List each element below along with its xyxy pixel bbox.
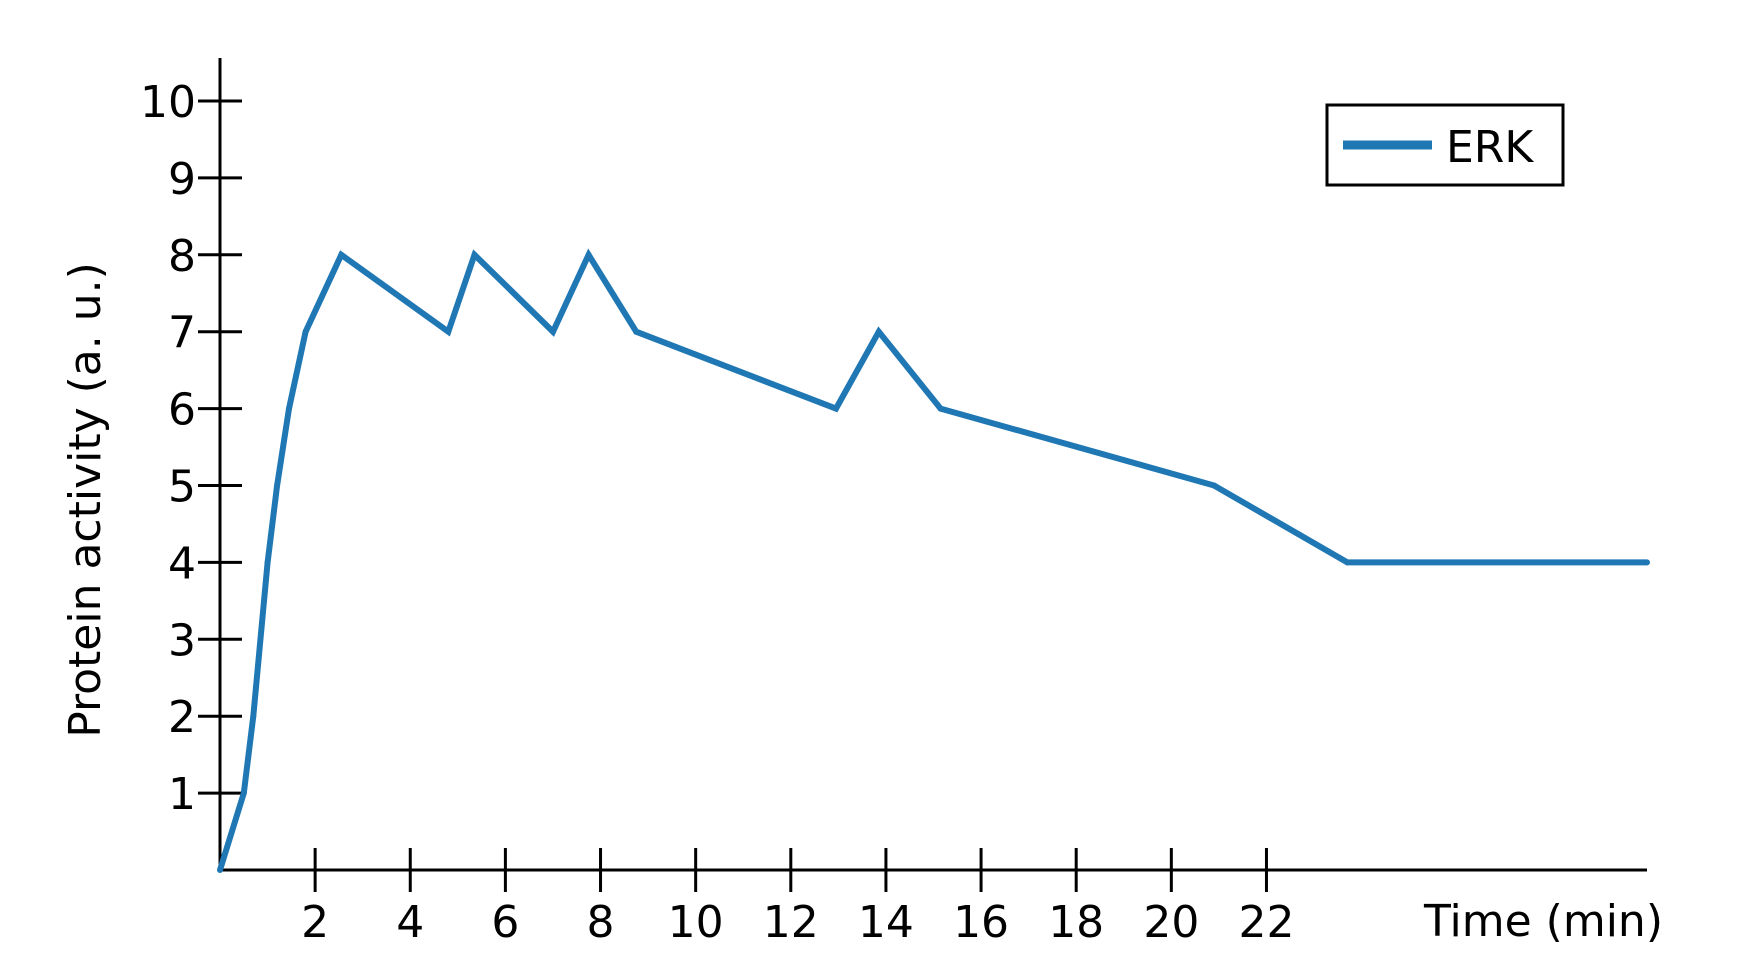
y-tick-label-6: 6 xyxy=(168,385,196,436)
x-tick-label-6: 6 xyxy=(491,897,519,948)
y-tick-label-7: 7 xyxy=(168,308,196,359)
x-tick-label-8: 8 xyxy=(587,897,615,948)
series-layer xyxy=(217,248,1650,873)
x-tick-label-16: 16 xyxy=(953,897,1009,948)
data-point-erk-2 xyxy=(250,713,257,720)
data-point-erk-6 xyxy=(302,328,309,335)
x-tick-label-18: 18 xyxy=(1048,897,1104,948)
y-tick-label-2: 2 xyxy=(168,692,196,743)
data-point-erk-4 xyxy=(274,482,281,489)
data-point-erk-14 xyxy=(875,328,882,335)
data-point-erk-12 xyxy=(633,328,640,335)
y-tick-label-1: 1 xyxy=(168,769,196,820)
data-point-erk-8 xyxy=(445,328,452,335)
x-axis-title: Time (min) xyxy=(1423,896,1663,947)
data-point-erk-3 xyxy=(264,559,271,566)
y-tick-label-10: 10 xyxy=(140,77,196,128)
data-point-erk-7 xyxy=(338,251,345,258)
x-tick-label-10: 10 xyxy=(668,897,724,948)
series-line-erk xyxy=(217,248,1647,871)
axes xyxy=(218,58,1647,872)
data-point-erk-0 xyxy=(217,867,223,873)
x-tick-label-20: 20 xyxy=(1143,897,1199,948)
x-tick-label-12: 12 xyxy=(763,897,819,948)
x-tick-label-22: 22 xyxy=(1238,897,1294,948)
data-point-erk-17 xyxy=(1344,559,1351,566)
y-tick-label-3: 3 xyxy=(168,615,196,666)
y-tick-label-9: 9 xyxy=(168,154,196,205)
data-point-erk-10 xyxy=(549,328,556,335)
data-point-erk-13 xyxy=(832,405,839,412)
data-point-erk-16 xyxy=(1211,482,1218,489)
x-tick-label-14: 14 xyxy=(858,897,914,948)
legend-label-erk: ERK xyxy=(1446,122,1534,173)
data-point-erk-5 xyxy=(285,405,292,412)
data-point-erk-9 xyxy=(471,251,478,258)
y-axis-title: Protein activity (a. u.) xyxy=(60,262,111,738)
data-point-erk-11 xyxy=(585,251,592,258)
x-tick-label-4: 4 xyxy=(396,897,424,948)
y-tick-label-8: 8 xyxy=(168,231,196,282)
legend: ERK xyxy=(1325,103,1565,187)
data-point-erk-1 xyxy=(240,790,247,797)
x-tick-label-2: 2 xyxy=(301,897,329,948)
data-point-erk-15 xyxy=(937,405,944,412)
y-tick-label-5: 5 xyxy=(168,462,196,513)
data-point-erk-18 xyxy=(1644,559,1650,566)
y-tick-label-4: 4 xyxy=(168,538,196,589)
